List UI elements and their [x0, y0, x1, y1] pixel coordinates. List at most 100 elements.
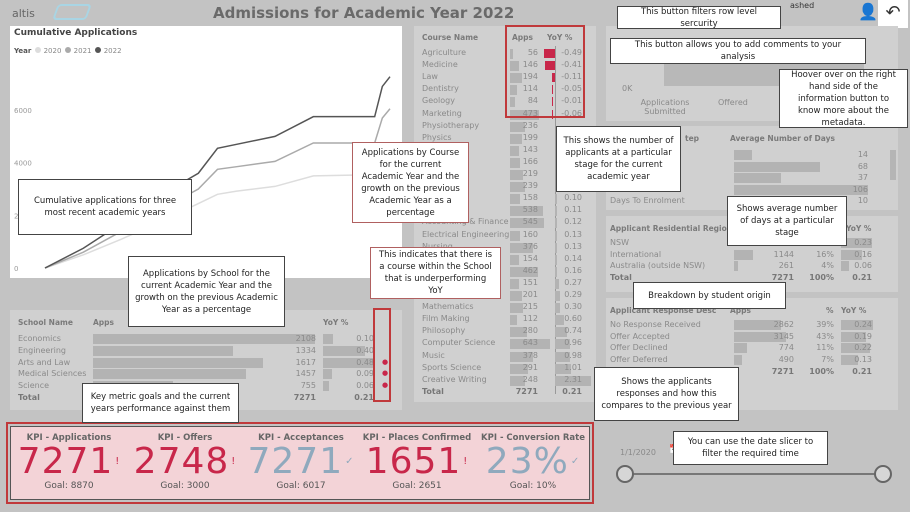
course-row[interactable]: Law 194 -0.11 — [414, 72, 596, 84]
stage-days: 10 — [857, 196, 868, 205]
apps-bar — [510, 291, 523, 301]
funnel-axis-label: 0K — [622, 84, 633, 93]
slicer-end-handle[interactable] — [874, 465, 892, 483]
person-icon[interactable]: 👤 — [858, 2, 878, 21]
days-row[interactable]: 68 — [606, 161, 898, 174]
school-panel: School Name Apps YoY % Economics 2108 0.… — [10, 310, 402, 410]
apps-bar — [510, 351, 534, 362]
course-apps: 160 — [522, 229, 538, 239]
course-row[interactable]: Mathematics 215 0.30 — [414, 302, 596, 314]
course-name: Philosophy — [422, 326, 466, 336]
region-header-name: Applicant Residential Region — [610, 224, 733, 233]
days-scrollbar[interactable] — [890, 150, 896, 180]
course-row[interactable]: Music 378 0.98 — [414, 351, 596, 363]
response_table-yoy: 0.21 — [852, 366, 872, 376]
days-row[interactable]: 106 — [606, 184, 898, 197]
yoy-bar — [323, 381, 330, 392]
course-row[interactable]: Dentistry 114 -0.05 — [414, 84, 596, 96]
region_table-yoy: 0.06 — [854, 261, 872, 271]
school-row[interactable]: Medical Sciences 1457 0.09 ● — [10, 369, 402, 381]
course-row[interactable]: Electrical Engineering 160 0.13 — [414, 230, 596, 242]
course-row[interactable]: Sports Science 291 1.01 — [414, 363, 596, 375]
response_table-row[interactable]: Offer Accepted 3145 43% 0.19 — [606, 331, 898, 344]
kpi-card[interactable]: KPI - Places Confirmed 1651! Goal: 2651 — [359, 427, 475, 491]
course-total-yoy: 0.21 — [562, 386, 582, 396]
yoy-bar — [555, 278, 560, 289]
course-row[interactable]: 158 0.10 — [414, 193, 596, 205]
school-name: Economics — [18, 334, 61, 343]
response_table-row[interactable]: Offer Declined 774 11% 0.22 — [606, 343, 898, 355]
legend-2021[interactable]: 2021 — [65, 47, 91, 55]
region_table-name: NSW — [610, 238, 629, 247]
course-yoy: 2.31 — [564, 374, 582, 384]
course-row[interactable]: 151 0.27 — [414, 278, 596, 290]
apps-bar — [510, 49, 514, 59]
course-row[interactable]: Philosophy 280 0.74 — [414, 326, 596, 338]
apps-bar — [510, 266, 539, 277]
course-row[interactable]: Physics 199 — [414, 133, 596, 145]
kpi-card[interactable]: KPI - Offers 2748! Goal: 3000 — [127, 427, 243, 491]
course-row[interactable]: Marketing 473 -0.06 — [414, 109, 596, 121]
legend-2020[interactable]: 2020 — [35, 47, 61, 55]
course-row[interactable]: 154 0.14 — [414, 254, 596, 266]
apps-bar — [510, 194, 520, 205]
start-date-input[interactable]: 1/1/2020 — [620, 448, 656, 457]
region_table-row[interactable]: International 1144 16% 0.16 — [606, 249, 898, 262]
school-row[interactable]: Arts and Law 1617 0.48 ● — [10, 357, 402, 370]
course-row[interactable]: 201 0.29 — [414, 290, 596, 302]
series-line-2022[interactable] — [44, 76, 391, 269]
response_table-row[interactable]: No Response Received 2862 39% 0.24 — [606, 320, 898, 332]
yoy-bar — [552, 109, 554, 119]
course-apps: 462 — [522, 265, 538, 275]
apps-bar — [510, 242, 534, 253]
school-row[interactable]: Economics 2108 0.10 — [10, 334, 402, 346]
school-name: Arts and Law — [18, 357, 71, 367]
apps-bar — [510, 157, 521, 168]
course-apps: 376 — [522, 241, 538, 251]
undo-arrow-icon[interactable]: ↶ — [878, 0, 908, 28]
course-row[interactable]: Creative Writing 248 2.31 — [414, 375, 596, 387]
slicer-track[interactable] — [626, 473, 884, 475]
school-total-label: Total — [18, 393, 40, 402]
yoy-bar — [555, 194, 557, 205]
yoy-bar — [555, 291, 560, 301]
course-row[interactable]: Medicine 146 -0.41 — [414, 60, 596, 72]
course-row[interactable]: Physiotherapy 236 — [414, 121, 596, 133]
course-row[interactable]: 143 — [414, 145, 596, 157]
slicer-start-handle[interactable] — [616, 465, 634, 483]
course-yoy: 0.29 — [564, 290, 582, 299]
course-row[interactable]: Geology 84 -0.01 — [414, 96, 596, 108]
apps-bar — [510, 182, 525, 193]
course-row[interactable]: Agriculture 56 -0.49 — [414, 48, 596, 60]
school-apps: 2108 — [295, 334, 316, 343]
course-header-yoy: YoY % — [547, 33, 573, 42]
course-row[interactable]: 462 0.16 — [414, 266, 596, 278]
course-row[interactable]: 239 — [414, 181, 596, 193]
course-row[interactable]: 166 — [414, 157, 596, 169]
response_table-row[interactable]: Offer Deferred 490 7% 0.13 — [606, 355, 898, 367]
yoy-bar — [323, 369, 333, 380]
kpi-card[interactable]: KPI - Acceptances 7271 ✓ Goal: 6017 — [243, 427, 359, 491]
course-row[interactable]: Nursing 376 0.13 — [414, 242, 596, 254]
course-apps: 154 — [522, 253, 538, 263]
kpi-card[interactable]: KPI - Applications 7271! Goal: 8870 — [11, 427, 127, 491]
region_table-row[interactable]: NSW 0.23 — [606, 238, 898, 250]
funnel-stage-submitted[interactable]: Applications Submitted — [640, 98, 690, 116]
yoy-bar — [552, 73, 555, 83]
region_table-row[interactable]: Australia (outside NSW) 261 4% 0.06 — [606, 261, 898, 273]
school-apps: 755 — [300, 381, 316, 391]
course-name: Nursing — [422, 242, 453, 251]
apps-bar — [510, 145, 519, 156]
response_table-apps: 7271 — [771, 366, 794, 376]
kpi-card[interactable]: KPI - Conversion Rate 23% ✓ Goal: 10% — [475, 427, 591, 491]
course-row[interactable]: Computer Science 643 0.96 — [414, 338, 596, 350]
region_table-yoy: 0.21 — [852, 273, 872, 283]
funnel-stage-offered[interactable]: Offered — [718, 98, 748, 107]
course-row[interactable]: Film Making 112 0.60 — [414, 314, 596, 326]
y-tick-label: 6000 — [14, 107, 32, 115]
apps-bar — [734, 320, 782, 330]
course-row[interactable]: 538 0.11 — [414, 205, 596, 217]
legend-2022[interactable]: 2022 — [95, 47, 122, 55]
school-row[interactable]: Engineering 1334 0.40 — [10, 345, 402, 358]
course-row[interactable]: 219 — [414, 169, 596, 181]
